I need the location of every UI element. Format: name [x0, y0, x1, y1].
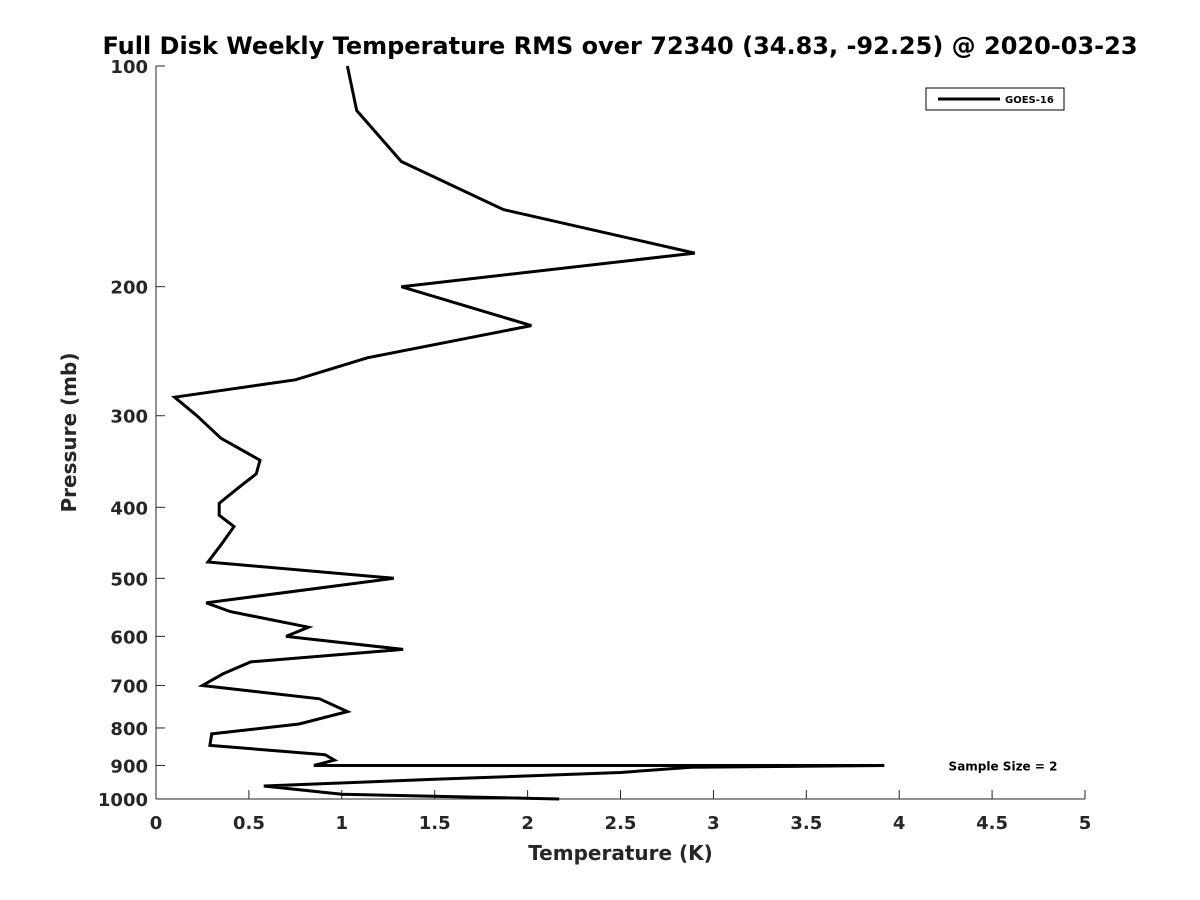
legend-entry-goes-16: GOES-16	[1005, 95, 1054, 106]
x-tick-label: 3	[707, 813, 720, 834]
y-tick-label: 600	[110, 627, 148, 648]
x-tick-label: 4.5	[976, 813, 1008, 834]
x-tick-label: 5	[1079, 813, 1092, 834]
y-tick-label: 100	[110, 57, 148, 78]
series-line-goes-16	[171, 65, 885, 801]
y-tick-label: 200	[110, 278, 148, 299]
series-layer	[171, 65, 885, 801]
x-tick-label: 2	[521, 813, 534, 834]
y-axis-label: Pressure (mb)	[57, 353, 81, 513]
y-tick-label: 400	[110, 498, 148, 519]
x-tick-label: 2.5	[605, 813, 637, 834]
x-tick-label: 0.5	[233, 813, 265, 834]
y-tick-label: 900	[110, 756, 148, 777]
x-tick-label: 3.5	[790, 813, 822, 834]
x-tick-label: 1.5	[419, 813, 451, 834]
x-axis: 0 0.5 1 1.5 2 2.5 3 3.5 4 4.5 5	[150, 790, 1092, 834]
x-tick-label: 4	[893, 813, 906, 834]
chart-title: Full Disk Weekly Temperature RMS over 72…	[102, 32, 1137, 60]
x-tick-label: 1	[336, 813, 349, 834]
x-axis-label: Temperature (K)	[528, 841, 713, 865]
y-tick-label: 500	[110, 569, 148, 590]
y-tick-label: 300	[110, 407, 148, 428]
y-tick-label: 800	[110, 719, 148, 740]
x-tick-label: 0	[150, 813, 163, 834]
y-axis: 100 200 300 400 500 600 700 800 900 1000	[98, 57, 165, 811]
y-tick-label: 1000	[98, 790, 148, 811]
y-tick-label: 700	[110, 676, 148, 697]
sample-size-annotation: Sample Size = 2	[949, 759, 1058, 773]
legend: GOES-16	[925, 87, 1065, 111]
plot-area	[156, 66, 1085, 799]
